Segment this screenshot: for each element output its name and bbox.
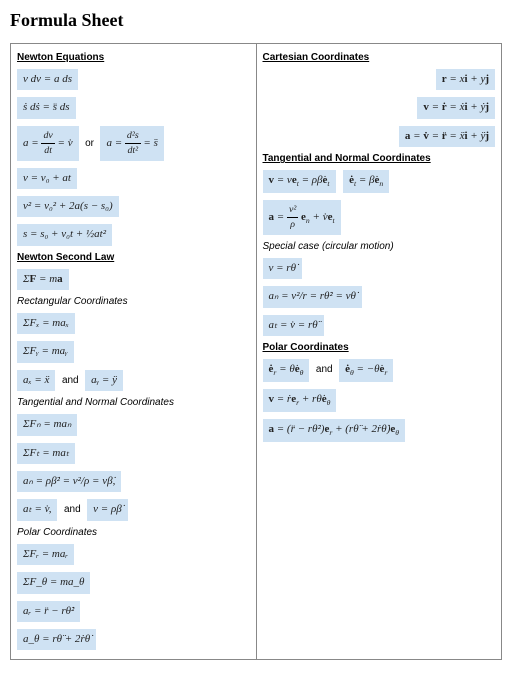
eq-et-dot: ėt = β̇en xyxy=(343,170,389,193)
or-text: or xyxy=(81,138,98,149)
eq-s: s = s₀ + v₀t + ½at² xyxy=(17,224,112,245)
eq-v2: v² = v₀² + 2a(s − s₀) xyxy=(17,196,119,217)
eq-a-tn: a = v²ρ en + v̇et xyxy=(263,200,341,235)
eq-sigmaFn: ΣFₙ = maₙ xyxy=(17,414,77,435)
eq-an-circ: aₙ = v²/r = rθ̇² = vθ̇ xyxy=(263,286,362,307)
eq-etheta-dot: ėθ = −θ̇er xyxy=(339,359,393,382)
eq-sigmaFr: ΣFᵣ = maᵣ xyxy=(17,544,74,565)
eq-at-circ: aₜ = v̇ = rθ̈ xyxy=(263,315,324,336)
tang-norm-title: Tangential and Normal Coordinates xyxy=(263,153,496,164)
newton-eq-title: Newton Equations xyxy=(17,52,250,63)
eq-v-tn: v = vet = ρβ̇et xyxy=(263,170,336,193)
eq-a-cart: a = v̇ = r̈ = ẍi + ÿj xyxy=(399,126,495,147)
cartesian-title: Cartesian Coordinates xyxy=(263,52,496,63)
page-title: Formula Sheet xyxy=(10,10,502,31)
newton-second-law-title: Newton Second Law xyxy=(17,252,250,263)
eq-a-d2s: a = d²sdt² = s̈ xyxy=(100,126,163,161)
eq-r-cart: r = xi + yj xyxy=(436,69,495,90)
eq-sigmaFy: ΣFᵧ = maᵧ xyxy=(17,341,74,362)
polar-subtitle-left: Polar Coordinates xyxy=(17,527,250,538)
and-text-3: and xyxy=(312,364,337,375)
rect-coord-subtitle: Rectangular Coordinates xyxy=(17,296,250,307)
eq-atheta: a_θ = rθ̈ + 2ṙθ̇ xyxy=(17,629,96,650)
eq-sigmaFtheta: ΣF_θ = ma_θ xyxy=(17,572,90,593)
eq-at: aₜ = v̇, xyxy=(17,499,57,520)
eq-vdv: v dv = a ds xyxy=(17,69,78,90)
eq-ar: aᵣ = r̈ − rθ̇² xyxy=(17,601,80,622)
eq-sds: ṡ dṡ = s̈ ds xyxy=(17,97,76,118)
and-text-2: and xyxy=(60,504,85,515)
eq-a-polar: a = (r̈ − rθ̇²)er + (rθ̈ + 2ṙθ̇)eθ xyxy=(263,419,406,442)
and-text-1: and xyxy=(58,375,83,386)
eq-v-v0at: v = v₀ + at xyxy=(17,168,77,189)
eq-sigmaF: ΣF = ma xyxy=(17,269,69,290)
eq-v-polar: v = ṙer + rθ̇eθ xyxy=(263,389,337,412)
eq-sigmaFt: ΣFₜ = maₜ xyxy=(17,443,75,464)
eq-v-cart: v = ṙ = ẋi + ẏj xyxy=(417,97,495,118)
polar-title-right: Polar Coordinates xyxy=(263,342,496,353)
special-case-subtitle: Special case (circular motion) xyxy=(263,241,496,252)
left-column: Newton Equations v dv = a ds ṡ dṡ = s̈ d… xyxy=(11,44,256,659)
eq-an: aₙ = ρβ̇² = v²/ρ = vβ̇, xyxy=(17,471,121,492)
eq-v-rhob: v = ρβ̇ xyxy=(87,499,128,520)
eq-er-dot: ėr = θ̇eθ xyxy=(263,359,310,382)
eq-ay: aᵧ = ÿ xyxy=(85,370,123,391)
eq-ax: aₓ = ẍ xyxy=(17,370,55,391)
formula-sheet-table: Newton Equations v dv = a ds ṡ dṡ = s̈ d… xyxy=(10,43,502,660)
eq-a-dvdt: a = dvdt = v̇ xyxy=(17,126,79,161)
right-column: Cartesian Coordinates r = xi + yj v = ṙ … xyxy=(256,44,502,659)
eq-v-circ: v = rθ̇ xyxy=(263,258,303,279)
eq-sigmaFx: ΣFₓ = maₓ xyxy=(17,313,75,334)
tang-norm-subtitle: Tangential and Normal Coordinates xyxy=(17,397,250,408)
